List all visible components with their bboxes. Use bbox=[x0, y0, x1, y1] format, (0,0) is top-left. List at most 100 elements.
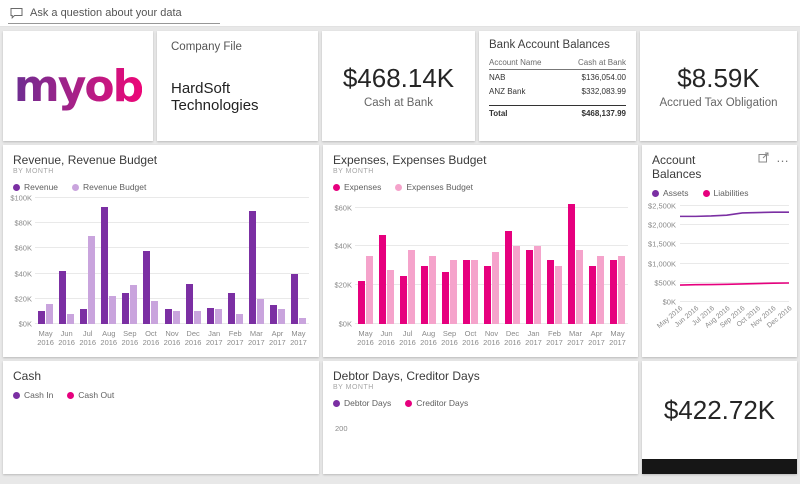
total-row: Total $468,137.99 bbox=[489, 104, 626, 120]
x-axis-labels: May 2016 Jun 2016 Jul 2016 Aug 2016 Sep 2016… bbox=[656, 305, 793, 351]
revenue-bar[interactable] bbox=[59, 271, 67, 324]
legend-item-revenue[interactable]: Revenue bbox=[13, 182, 58, 192]
assets-line[interactable] bbox=[680, 212, 789, 216]
revenue-budget-bar[interactable] bbox=[193, 311, 201, 324]
y-tick-label: $0K bbox=[18, 319, 32, 329]
table-row[interactable]: NAB $136,054.00 bbox=[489, 70, 626, 85]
debtor-creditor-title: Debtor Days, Creditor Days bbox=[333, 369, 480, 383]
bottom-kpi-tile[interactable]: $422.72K bbox=[642, 361, 797, 474]
revenue-budget-bar[interactable] bbox=[214, 308, 222, 324]
expenses-chart-tile[interactable]: Expenses, Expenses Budget BY MONTH Expen… bbox=[323, 145, 638, 357]
legend-item-cash-out[interactable]: Cash Out bbox=[67, 390, 114, 400]
expenses-budget-bar[interactable] bbox=[471, 260, 478, 324]
company-file-tile[interactable]: Company File HardSoft Technologies bbox=[157, 31, 318, 141]
gridline bbox=[355, 323, 628, 324]
revenue-bar[interactable] bbox=[248, 210, 256, 324]
revenue-bar[interactable] bbox=[122, 292, 130, 324]
legend-dot bbox=[405, 399, 413, 407]
legend-item-cash-in[interactable]: Cash In bbox=[13, 390, 53, 400]
expenses-budget-bar[interactable] bbox=[576, 250, 583, 324]
revenue-bar[interactable] bbox=[227, 292, 235, 324]
expenses-budget-bar[interactable] bbox=[450, 260, 457, 324]
revenue-budget-bar[interactable] bbox=[298, 317, 306, 324]
expenses-budget-bar[interactable] bbox=[513, 246, 520, 324]
total-value: $468,137.99 bbox=[560, 104, 626, 120]
table-row[interactable]: ANZ Bank $332,083.99 bbox=[489, 84, 626, 98]
account-balances-header: Account Balances … bbox=[642, 145, 797, 182]
expenses-bar[interactable] bbox=[547, 260, 554, 324]
revenue-chart-tile[interactable]: Revenue, Revenue Budget BY MONTH Revenue… bbox=[3, 145, 319, 357]
expenses-bar[interactable] bbox=[484, 265, 491, 324]
expenses-bar[interactable] bbox=[442, 271, 449, 324]
speech-bubble-icon bbox=[10, 7, 23, 19]
revenue-bar[interactable] bbox=[290, 273, 298, 324]
legend-label: Assets bbox=[663, 188, 689, 198]
expenses-budget-bar[interactable] bbox=[534, 246, 541, 324]
legend-item-revenue-budget[interactable]: Revenue Budget bbox=[72, 182, 146, 192]
expenses-bar[interactable] bbox=[421, 265, 428, 324]
liabilities-line[interactable] bbox=[680, 283, 789, 285]
revenue-budget-bar[interactable] bbox=[256, 298, 264, 324]
legend-item-creditor-days[interactable]: Creditor Days bbox=[405, 398, 468, 408]
revenue-bar[interactable] bbox=[164, 308, 172, 324]
expenses-bar[interactable] bbox=[526, 250, 533, 324]
revenue-bar[interactable] bbox=[185, 283, 193, 324]
revenue-budget-bar[interactable] bbox=[151, 301, 159, 324]
revenue-bar[interactable] bbox=[80, 308, 88, 324]
legend-dot bbox=[652, 189, 659, 197]
myob-logo: myob bbox=[13, 60, 144, 112]
accrued-tax-kpi-tile[interactable]: $8.59K Accrued Tax Obligation bbox=[640, 31, 797, 141]
bank-balances-tile[interactable]: Bank Account Balances Account Name Cash … bbox=[479, 31, 636, 141]
expenses-budget-bar[interactable] bbox=[366, 256, 373, 324]
revenue-budget-bar[interactable] bbox=[172, 311, 180, 324]
revenue-bar[interactable] bbox=[206, 307, 214, 324]
revenue-bar[interactable] bbox=[143, 250, 151, 324]
expenses-budget-bar[interactable] bbox=[597, 256, 604, 324]
revenue-budget-bar[interactable] bbox=[109, 296, 117, 324]
revenue-budget-bar[interactable] bbox=[235, 313, 243, 324]
expenses-budget-bar[interactable] bbox=[492, 252, 499, 324]
qna-input[interactable]: Ask a question about your data bbox=[8, 3, 220, 24]
revenue-budget-bar[interactable] bbox=[277, 308, 285, 324]
bar-group bbox=[523, 198, 544, 324]
expenses-budget-bar[interactable] bbox=[408, 250, 415, 324]
legend-item-assets[interactable]: Assets bbox=[652, 188, 689, 198]
gridline bbox=[680, 262, 789, 264]
more-options-icon[interactable]: … bbox=[776, 149, 789, 165]
legend-item-expenses[interactable]: Expenses bbox=[333, 182, 381, 192]
expenses-bar[interactable] bbox=[610, 260, 617, 324]
gridline bbox=[35, 197, 309, 198]
revenue-budget-bar[interactable] bbox=[46, 303, 54, 324]
focus-mode-icon[interactable] bbox=[758, 152, 769, 163]
expenses-bar[interactable] bbox=[505, 230, 512, 324]
expenses-bar[interactable] bbox=[400, 275, 407, 324]
expenses-budget-bar[interactable] bbox=[429, 256, 436, 324]
accrued-tax-label: Accrued Tax Obligation bbox=[659, 97, 778, 109]
debtor-creditor-legend: Debtor Days Creditor Days bbox=[323, 391, 638, 408]
debtor-creditor-chart-tile[interactable]: Debtor Days, Creditor Days BY MONTH Debt… bbox=[323, 361, 638, 474]
legend-item-liabilities[interactable]: Liabilities bbox=[702, 188, 748, 198]
expenses-bar[interactable] bbox=[463, 260, 470, 324]
revenue-bar[interactable] bbox=[101, 206, 109, 324]
expenses-budget-bar[interactable] bbox=[618, 256, 625, 324]
expenses-budget-bar[interactable] bbox=[555, 265, 562, 324]
myob-logo-tile[interactable]: myob bbox=[3, 31, 153, 141]
x-tick-label: Feb 2017 bbox=[546, 329, 563, 348]
expenses-bar[interactable] bbox=[568, 203, 575, 324]
x-tick-label: Mar 2017 bbox=[247, 329, 265, 348]
expenses-bar[interactable] bbox=[589, 265, 596, 324]
revenue-bar[interactable] bbox=[38, 311, 46, 324]
x-tick-label: Sep 2016 bbox=[441, 329, 458, 348]
revenue-bar[interactable] bbox=[269, 305, 277, 324]
expenses-bar[interactable] bbox=[379, 234, 386, 324]
expenses-bar[interactable] bbox=[358, 281, 365, 324]
revenue-budget-bar[interactable] bbox=[130, 284, 138, 324]
legend-item-debtor-days[interactable]: Debtor Days bbox=[333, 398, 391, 408]
revenue-budget-bar[interactable] bbox=[88, 235, 96, 324]
account-balances-tile[interactable]: Account Balances … Assets Liabilities $0K… bbox=[642, 145, 797, 357]
expenses-budget-bar[interactable] bbox=[387, 269, 394, 324]
legend-item-expenses-budget[interactable]: Expenses Budget bbox=[395, 182, 473, 192]
cash-chart-tile[interactable]: Cash Cash In Cash Out bbox=[3, 361, 319, 474]
revenue-budget-bar[interactable] bbox=[67, 313, 75, 324]
cash-at-bank-kpi-tile[interactable]: $468.14K Cash at Bank bbox=[322, 31, 475, 141]
